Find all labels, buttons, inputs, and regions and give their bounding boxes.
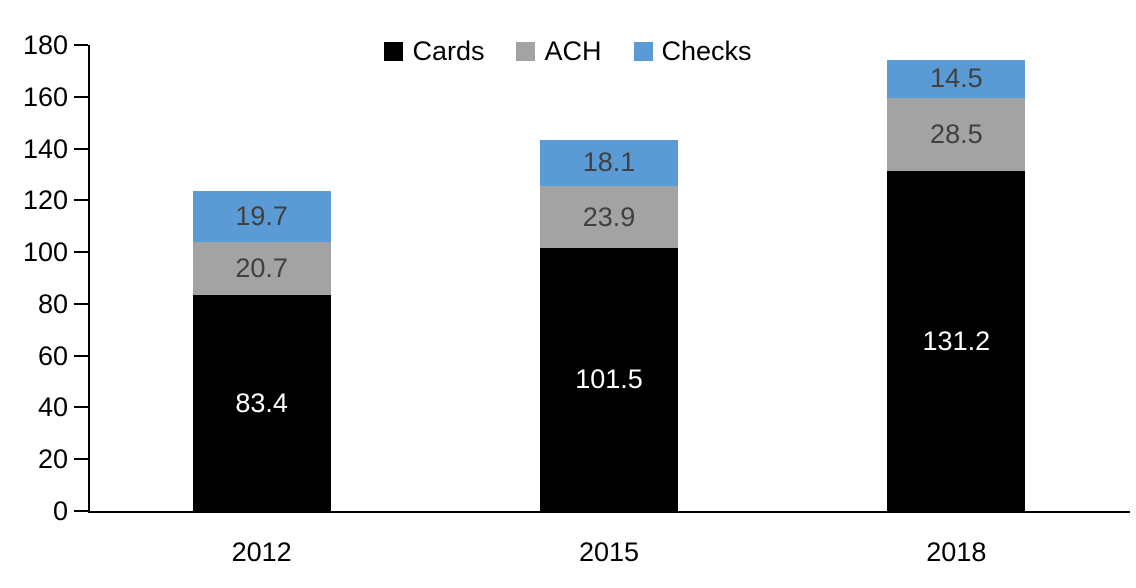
x-category-label: 2012: [231, 537, 292, 567]
plot-area: 0 20 40 60 80 100 120 140 160 180 19.7 20.7 83.4 2012…: [23, 30, 1130, 567]
bar-2018: 14.5 28.5 131.2: [887, 60, 1026, 511]
legend-label: Cards: [412, 36, 485, 66]
y-tick-label: 160: [22, 81, 68, 112]
y-tick-label: 180: [22, 30, 68, 60]
bar-2015: 18.1 23.9 101.5: [540, 139, 678, 511]
bar-segment-label: 20.7: [235, 252, 288, 283]
legend-item-cards: Cards: [384, 36, 484, 67]
bar-segment-checks: 14.5: [887, 60, 1026, 98]
y-tick-label: 100: [22, 237, 68, 268]
bar-segment-label: 19.7: [235, 200, 288, 231]
y-tick: [74, 302, 88, 305]
bar-segment-cards: 83.4: [192, 295, 331, 511]
legend-item-ach: ACH: [516, 36, 602, 67]
y-tick: [74, 251, 88, 254]
legend-swatch-cards-icon: [384, 42, 404, 61]
y-tick: [74, 510, 88, 512]
bar-segment-label: 18.1: [582, 147, 636, 178]
y-tick: [74, 44, 88, 46]
bar-segment-label: 23.9: [582, 201, 636, 232]
bar-segment-ach: 28.5: [887, 97, 1026, 172]
bar-segment-ach: 23.9: [540, 186, 678, 249]
y-tick-label: 40: [37, 392, 68, 423]
y-tick: [74, 147, 88, 150]
legend-swatch-ach-icon: [516, 42, 536, 61]
x-category-label: 2018: [926, 537, 987, 567]
bar-segment-label: 28.5: [930, 118, 983, 149]
y-tick: [74, 199, 88, 202]
bar-segment-checks: 18.1: [540, 139, 678, 187]
y-tick-label: 120: [22, 185, 68, 216]
y-tick-label: 60: [37, 340, 68, 371]
bar-2012: 19.7 20.7 83.4: [192, 190, 331, 511]
bar-segment-label: 83.4: [235, 387, 288, 418]
legend-label: ACH: [544, 36, 602, 66]
y-tick: [74, 354, 88, 357]
y-tick-label: 20: [37, 444, 68, 475]
legend-item-checks: Checks: [633, 36, 752, 67]
bar-segment-checks: 19.7: [192, 190, 331, 242]
bar-segment-label: 131.2: [922, 325, 991, 356]
bar-segment-label: 101.5: [575, 364, 643, 395]
bar-segment-cards: 101.5: [540, 248, 678, 511]
y-tick-label: 80: [37, 288, 68, 319]
x-category-label: 2015: [578, 537, 640, 567]
y-tick: [74, 458, 88, 461]
bar-segment-label: 14.5: [930, 63, 983, 94]
y-tick: [74, 95, 88, 98]
y-tick-label: 0: [52, 496, 68, 526]
y-tick: [74, 406, 88, 409]
y-tick-label: 140: [22, 133, 68, 164]
legend-swatch-checks-icon: [633, 42, 653, 61]
bar-segment-cards: 131.2: [887, 171, 1026, 511]
chart-legend: Cards ACH Checks: [0, 36, 1136, 67]
bar-segment-ach: 20.7: [192, 241, 331, 296]
legend-label: Checks: [661, 36, 752, 66]
